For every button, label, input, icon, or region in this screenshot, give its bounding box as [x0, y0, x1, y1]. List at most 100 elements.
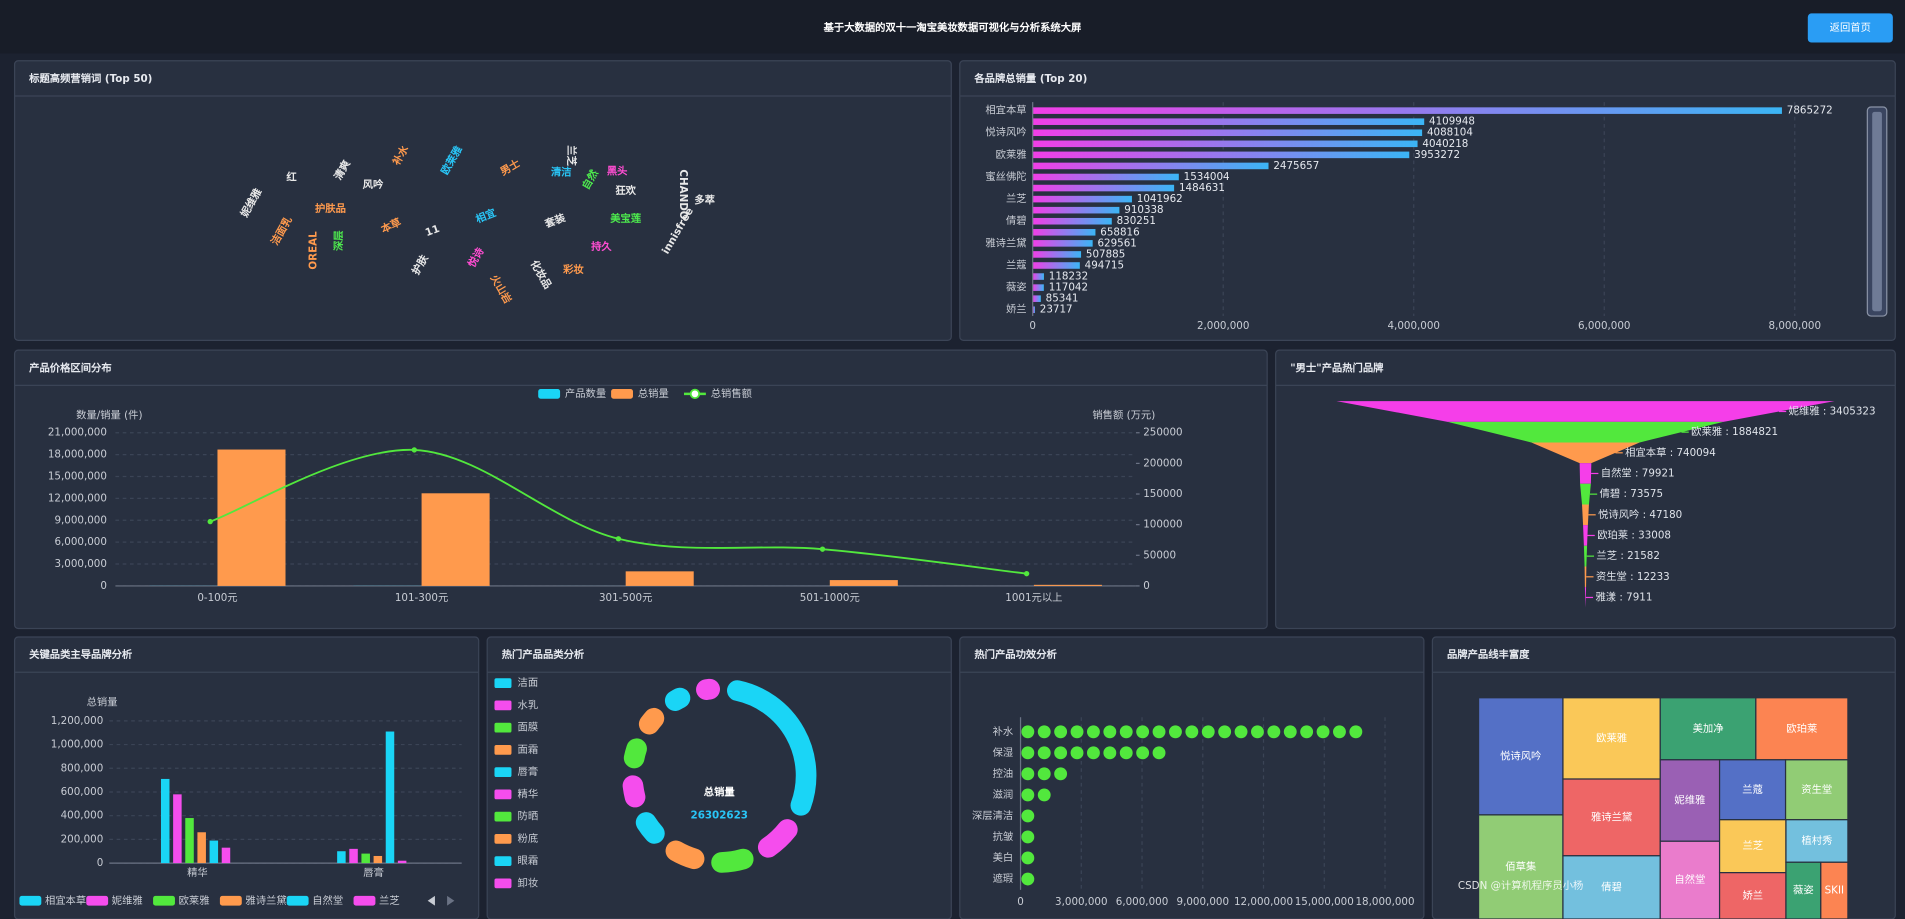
legend-next: [447, 895, 455, 906]
legend-label: 面霜: [518, 744, 539, 756]
funnel-label-name: 相宜本草: [1625, 446, 1666, 459]
treemap-label: 植村秀: [1801, 834, 1832, 847]
bar: [217, 449, 286, 586]
bar: [1032, 195, 1132, 203]
value-label: 507885: [1086, 248, 1125, 260]
y-tick-label: 雅诗兰黛: [985, 236, 1026, 249]
dot: [1054, 767, 1068, 781]
bar: [173, 794, 182, 864]
funnel-segment: [1580, 483, 1591, 505]
bar: [373, 855, 383, 864]
value-label: 629561: [1098, 237, 1137, 249]
legend-label: 眼霜: [518, 855, 539, 867]
dot: [1037, 725, 1051, 739]
legend-swatch: [494, 856, 512, 866]
funnel-label-value: 21582: [1627, 550, 1660, 562]
bar: [1032, 306, 1035, 314]
dot: [1021, 830, 1035, 844]
legend-swatch: [494, 700, 512, 711]
value-label: 830251: [1117, 215, 1156, 227]
button-label[interactable]: 返回首页: [1830, 21, 1871, 34]
y-tick-label: 遮瑕: [993, 872, 1014, 885]
funnel-label-separator: :: [1620, 488, 1630, 500]
funnel-label-value: 7911: [1626, 591, 1652, 603]
treemap-label: 美加净: [1693, 722, 1724, 735]
funnel-segment: [1582, 504, 1589, 526]
legend-label: 欧莱雅: [179, 894, 210, 907]
dot: [1103, 746, 1117, 760]
legend-swatch: [494, 678, 512, 689]
dot-bar: [1021, 872, 1035, 886]
funnel-segment: [1336, 401, 1835, 422]
y-axis-title: 数量/销量 (件): [76, 409, 142, 422]
funnel-label-name: 自然堂: [1601, 466, 1632, 479]
bar: [1032, 251, 1082, 258]
word: 黑头: [607, 164, 628, 177]
dot: [1136, 725, 1150, 739]
word: 狂欢: [615, 184, 636, 197]
dot: [1037, 767, 1051, 781]
x-tick-label: 9,000,000: [1177, 896, 1229, 908]
funnel-label: 欧莱雅 : 1884821: [1691, 425, 1778, 438]
treemap-cell: [1718, 819, 1787, 874]
dot: [1021, 767, 1035, 781]
legend-label: 总销售额: [711, 387, 753, 400]
funnel-segment: [1584, 587, 1587, 608]
treemap-label: SKII: [1825, 885, 1844, 897]
dot: [1070, 746, 1084, 760]
bar: [1032, 118, 1425, 125]
funnel-label: 自然堂 : 79921: [1601, 466, 1675, 479]
legend-label: 兰芝: [379, 894, 400, 907]
y2-tick-label: 250000: [1143, 427, 1182, 439]
button-frame[interactable]: [1807, 13, 1893, 43]
y2-tick-label: 50000: [1143, 549, 1176, 561]
page-title: 基于大数据的双十一淘宝美妆数据可视化与分析系统大屏: [823, 21, 1082, 34]
treemap-label: 欧珀莱: [1786, 722, 1817, 735]
funnel-label-separator: :: [1627, 571, 1637, 583]
word: 多萃: [694, 194, 715, 207]
x-tick-label: 唇膏: [363, 866, 384, 879]
y-tick-label: 蜜丝佛陀: [985, 170, 1026, 183]
dot: [1021, 788, 1035, 802]
y-tick-label: 欧莱雅: [996, 148, 1027, 161]
treemap-label: 倩碧: [1601, 880, 1622, 893]
donut-segment: [622, 775, 646, 808]
panel-frame: [13, 349, 1268, 630]
funnel-label: 倩碧 : 73575: [1600, 487, 1663, 500]
value-label: 4109948: [1429, 116, 1475, 128]
legend-label: 唇膏: [518, 765, 539, 778]
y2-tick-label: 200000: [1143, 457, 1182, 469]
bar: [625, 571, 694, 586]
value-label: 2475657: [1273, 160, 1319, 172]
y-tick-label: 悦诗风吟: [985, 126, 1026, 139]
funnel-label-value: 79921: [1642, 467, 1675, 479]
bar: [221, 847, 231, 864]
dot-bar: [1021, 746, 1166, 760]
legend-prev: [427, 895, 435, 906]
funnel-segment: [1531, 442, 1640, 464]
y-tick-label: 保湿: [993, 746, 1014, 759]
legend-swatch: [286, 895, 309, 906]
panel-frame: [959, 636, 1425, 919]
funnel-label-separator: :: [1628, 529, 1638, 541]
bar: [1032, 184, 1175, 192]
dot: [1054, 725, 1068, 739]
panel-frame: [13, 636, 480, 919]
funnel-label-name: 欧珀莱: [1597, 528, 1628, 541]
word: 清洁: [551, 166, 572, 179]
panel-title: 标题高频营销词 (Top 50): [28, 72, 152, 85]
dot: [1201, 725, 1215, 739]
funnel-label: 雅漾 : 7911: [1595, 590, 1652, 603]
x-tick-label: 0: [1017, 896, 1024, 908]
word: 兰芝: [565, 145, 578, 166]
bar: [1032, 240, 1093, 247]
dot: [1333, 725, 1346, 739]
panel-title: 品牌产品线丰富度: [1447, 648, 1530, 661]
bar: [1032, 229, 1096, 236]
x-tick-label: 301-500元: [599, 592, 652, 604]
center-label: 总销量: [704, 786, 736, 799]
back-button[interactable]: 返回首页: [1807, 13, 1893, 43]
legend-swatch: [538, 388, 561, 399]
dot: [1152, 725, 1166, 739]
legend-swatch: [494, 878, 512, 889]
